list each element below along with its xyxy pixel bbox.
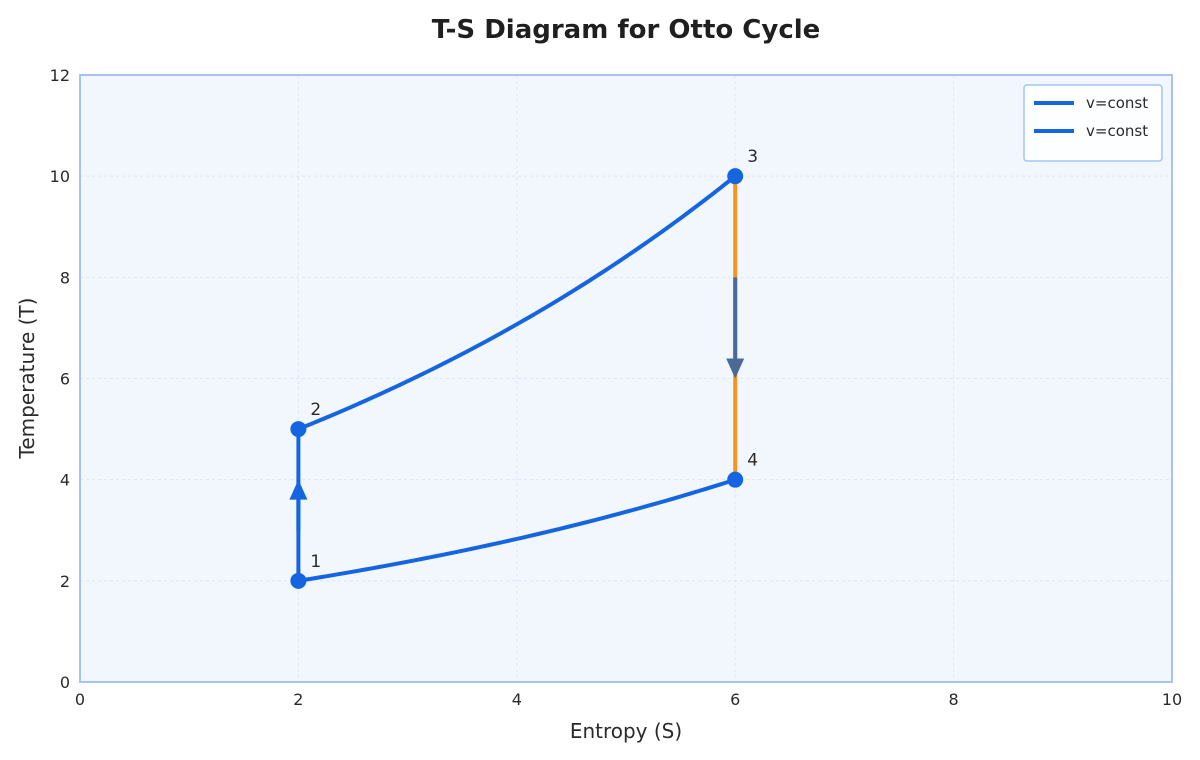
legend: v=const v=const: [1023, 84, 1163, 162]
x-tick-label: 4: [512, 690, 522, 709]
y-tick-label: 6: [60, 370, 70, 389]
state-points: 1 2 3 4: [290, 147, 758, 589]
cycle-curve-2-3: [296, 174, 738, 432]
chart-title: T-S Diagram for Otto Cycle: [432, 15, 821, 45]
state-point-label-4: 4: [747, 451, 758, 471]
direction-arrows: [289, 277, 745, 531]
x-tick-label: 2: [293, 690, 303, 709]
x-tick-label: 6: [730, 690, 740, 709]
y-tick-label: 4: [60, 471, 70, 490]
x-tick-label: 10: [1162, 690, 1182, 709]
y-tick-label: 2: [60, 572, 70, 591]
y-tick-label: 0: [60, 673, 70, 692]
y-tick-label: 8: [60, 268, 70, 287]
arrow-up: [289, 479, 308, 531]
state-point-label-1: 1: [310, 552, 321, 572]
y-tick-label: 10: [50, 167, 70, 186]
y-axis-label: Temperature (T): [15, 298, 39, 460]
arrow-down: [726, 277, 745, 379]
state-point-4: [727, 471, 744, 488]
state-point-label-2: 2: [310, 400, 321, 420]
legend-entry: v=const: [1086, 94, 1148, 112]
x-axis-label: Entropy (S): [570, 719, 682, 743]
state-point-3: [727, 168, 744, 185]
x-tick-label: 0: [75, 690, 85, 709]
plot-border: [79, 74, 1173, 683]
x-tick-label: 8: [949, 690, 959, 709]
state-point-label-3: 3: [747, 147, 758, 167]
y-tick-label: 12: [50, 66, 70, 85]
legend-entry: v=const: [1086, 122, 1148, 140]
cycle-curve-1-4: [296, 477, 738, 583]
state-point-1: [290, 572, 307, 589]
state-point-2: [290, 421, 307, 438]
